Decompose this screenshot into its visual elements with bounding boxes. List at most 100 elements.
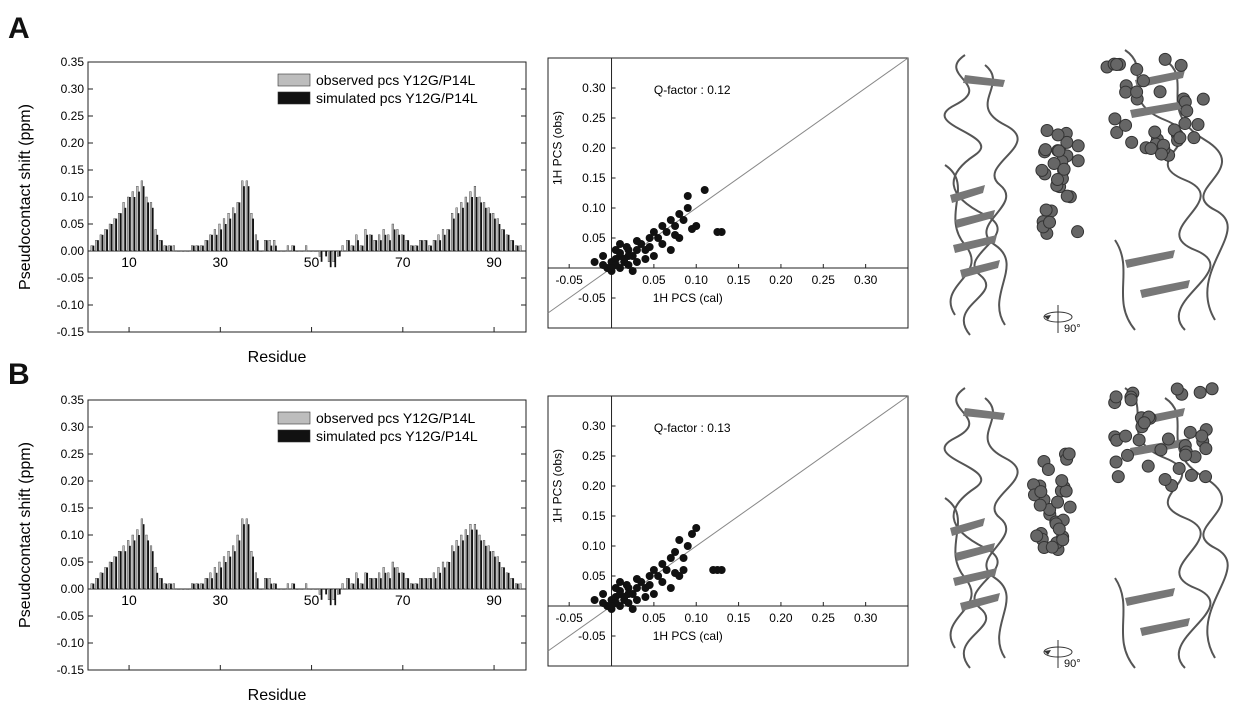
y-tick-label: 0.35 (61, 393, 85, 407)
bar-simulated (462, 540, 464, 589)
data-point (688, 530, 696, 538)
bar-observed (227, 212, 230, 252)
bar-observed (428, 577, 431, 590)
bar-simulated (138, 191, 140, 251)
bar-simulated (507, 234, 510, 251)
bar-observed (291, 245, 294, 252)
data-point (649, 590, 658, 598)
pcs-sphere (1144, 142, 1158, 156)
data-point (622, 243, 631, 251)
bar-observed (99, 234, 102, 252)
pcs-sphere (1199, 442, 1213, 456)
pcs-sphere-cluster-a (1035, 124, 1085, 240)
bar-observed (314, 588, 317, 590)
bar-simulated (316, 251, 318, 252)
bar-simulated (357, 240, 359, 251)
bar-simulated (375, 240, 378, 251)
data-point (688, 225, 696, 233)
y-tick-label: 0.10 (582, 539, 606, 553)
bar-simulated (156, 234, 159, 251)
pcs-sphere (1039, 203, 1053, 217)
rotation-label-a: 90° (1064, 323, 1081, 335)
data-point (590, 258, 599, 266)
bar-observed (460, 534, 463, 590)
bar-simulated (407, 240, 410, 251)
bar-simulated (129, 197, 131, 251)
data-point (662, 566, 671, 574)
bar-observed (181, 250, 185, 252)
data-point (654, 234, 663, 242)
bar-observed (437, 234, 440, 252)
pcs-sphere (1051, 173, 1065, 187)
bar-observed (145, 534, 148, 590)
bar-observed (232, 207, 235, 252)
bar-observed (373, 239, 376, 252)
bar-observed (514, 245, 518, 252)
pcs-sphere (1109, 390, 1123, 404)
pcs-sphere (1063, 500, 1077, 514)
pcs-sphere (1158, 52, 1172, 66)
bar-simulated (256, 240, 259, 251)
bar-observed (268, 239, 271, 252)
bar-simulated (407, 578, 410, 589)
bar-observed (108, 223, 112, 252)
legend-swatch (277, 429, 311, 443)
bar-observed (350, 583, 353, 590)
protein-ribbon-b-side (1108, 382, 1229, 669)
data-point (658, 240, 667, 248)
bar-simulated (475, 197, 478, 251)
bar-observed (309, 588, 312, 590)
bar-observed (286, 245, 289, 252)
legend-label: observed pcs Y12G/P14L (316, 410, 476, 426)
x-tick-label: 0.15 (727, 611, 751, 625)
bar-observed (131, 534, 134, 590)
bar-observed (332, 250, 335, 263)
bar-simulated (220, 229, 223, 251)
bar-simulated (97, 578, 99, 589)
bar-observed (254, 234, 258, 252)
bar-simulated (380, 578, 382, 589)
bar-simulated (165, 245, 168, 251)
pcs-sphere (1040, 124, 1054, 138)
y-tick-label: 0.15 (582, 509, 606, 523)
bar-simulated (115, 556, 118, 589)
bar-simulated (443, 567, 446, 589)
bar-observed (204, 239, 207, 252)
bar-observed (492, 550, 495, 590)
bar-simulated (393, 229, 396, 251)
bar-simulated (220, 567, 223, 589)
panel-letter-b: B (8, 358, 30, 391)
bar-simulated (439, 240, 442, 251)
bar-simulated (498, 224, 501, 251)
bar-simulated (188, 589, 191, 590)
y-tick-label: 0.30 (582, 81, 606, 95)
bar-observed (505, 572, 508, 590)
bar-simulated (156, 572, 159, 589)
pcs-sphere (1195, 429, 1209, 443)
pcs-sphere (1148, 125, 1162, 139)
bar-simulated (138, 535, 140, 589)
pcs-sphere (1132, 433, 1146, 447)
bar-observed (432, 572, 435, 590)
bar-simulated (192, 245, 195, 251)
bar-simulated (516, 583, 519, 589)
data-point (607, 264, 616, 272)
bar-observed (396, 229, 399, 252)
bar-observed (327, 588, 331, 601)
bar-simulated (325, 251, 327, 257)
bar-observed (95, 577, 98, 590)
x-tick-label: 0.25 (812, 273, 836, 287)
bar-observed (501, 229, 504, 252)
bar-observed (191, 245, 194, 252)
bar-simulated (471, 529, 473, 589)
pcs-sphere (1130, 62, 1144, 76)
bar-observed (441, 561, 445, 590)
bar-simulated (320, 589, 323, 600)
pcs-sphere (1130, 85, 1144, 99)
bar-simulated (270, 245, 273, 251)
bar-simulated (161, 240, 163, 251)
scatter-chart-b: -0.05 0.05 0.10 0.15 0.20 0.25 0.30 0.30 0.25 0.2… (547, 395, 909, 667)
bar-observed (118, 550, 121, 590)
bar-observed (204, 577, 207, 590)
bar-simulated (179, 251, 181, 252)
